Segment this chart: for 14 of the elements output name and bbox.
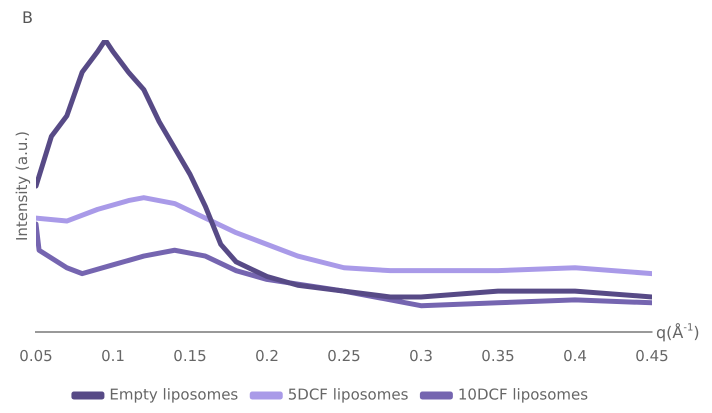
text: B — [22, 8, 33, 27]
x-tick-label: 0.05 — [19, 346, 53, 365]
x-tick-label: 0.2 — [255, 346, 279, 365]
x-tick-label: 0.4 — [563, 346, 587, 365]
x-tick-label: 0.35 — [481, 346, 515, 365]
x-tick-label: 0.45 — [635, 346, 669, 365]
legend-label: Empty liposomes — [109, 385, 238, 404]
x-tick-label: 0.25 — [327, 346, 361, 365]
x-tick-label: 0.1 — [101, 346, 125, 365]
x-tick-label: 0.15 — [173, 346, 207, 365]
y-axis-title: Intensity (a.u.) — [12, 131, 31, 241]
legend-label: 10DCF liposomes — [458, 385, 588, 404]
legend-label: 5DCF liposomes — [288, 385, 409, 404]
x-tick-label: 0.3 — [409, 346, 433, 365]
